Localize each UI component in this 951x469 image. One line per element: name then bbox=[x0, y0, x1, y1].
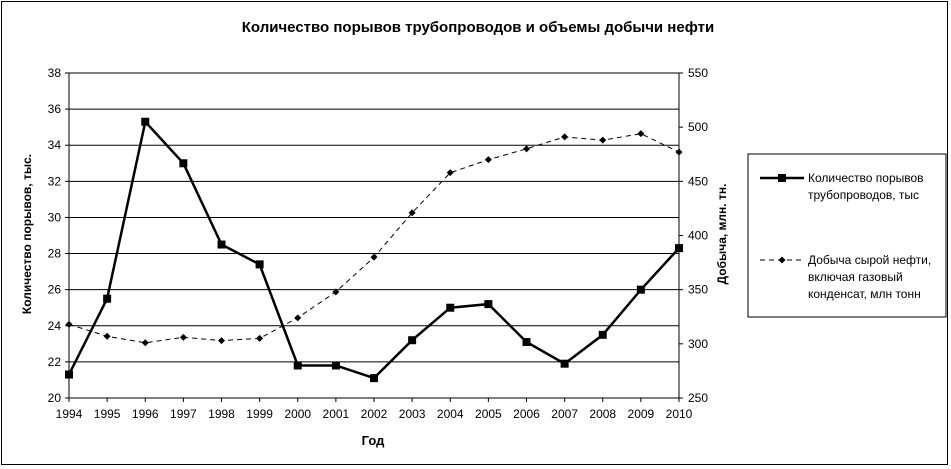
data-point bbox=[598, 330, 607, 339]
x-tick-label: 2010 bbox=[666, 407, 693, 421]
data-point bbox=[446, 169, 454, 177]
series-2 bbox=[65, 130, 683, 347]
legend-label: трубопроводов, тыс bbox=[808, 188, 919, 202]
data-point bbox=[256, 334, 264, 342]
chart-title: Количество порывов трубопроводов и объем… bbox=[242, 19, 714, 36]
legend-label: включая газовый bbox=[808, 270, 903, 284]
data-point bbox=[293, 361, 302, 370]
x-axis-ticks: 1994 1995 1996 1997 1998 1999 2000 2001 2002 2003… bbox=[56, 398, 693, 421]
data-point bbox=[218, 337, 225, 345]
series-line bbox=[68, 133, 680, 344]
x-tick-label: 2005 bbox=[475, 407, 502, 421]
x-tick-label: 2004 bbox=[437, 407, 464, 421]
left-tick-label: 24 bbox=[48, 319, 62, 333]
legend: Количество порывов трубопроводов, тыс Добы… bbox=[747, 153, 947, 318]
data-point bbox=[255, 260, 264, 269]
y-axis-label-right: Добыча, млн. тн. bbox=[715, 184, 729, 285]
left-tick-label: 38 bbox=[48, 66, 62, 80]
data-point bbox=[523, 145, 530, 153]
right-tick-label: 350 bbox=[688, 283, 708, 297]
data-point bbox=[370, 374, 378, 383]
data-point bbox=[331, 361, 340, 370]
data-point bbox=[217, 240, 226, 249]
left-axis-ticks: 20 22 24 26 28 30 32 34 36 38 bbox=[48, 66, 69, 405]
data-point bbox=[484, 300, 493, 309]
left-tick-label: 28 bbox=[48, 247, 62, 261]
right-tick-label: 550 bbox=[688, 66, 708, 80]
legend-label: Добыча сырой нефти, bbox=[808, 253, 931, 267]
data-point bbox=[370, 253, 378, 261]
data-point bbox=[637, 130, 645, 138]
x-tick-label: 1995 bbox=[94, 407, 121, 421]
right-axis-ticks: 250 300 350 400 450 500 550 bbox=[679, 66, 708, 405]
x-tick-label: 2009 bbox=[628, 407, 655, 421]
x-tick-label: 2006 bbox=[513, 407, 540, 421]
left-tick-label: 20 bbox=[48, 391, 62, 405]
data-point bbox=[560, 359, 569, 368]
legend-marker bbox=[778, 174, 786, 182]
x-tick-label: 2003 bbox=[399, 407, 426, 421]
x-tick-label: 1994 bbox=[56, 407, 83, 421]
data-point bbox=[484, 156, 492, 164]
legend-label: Количество порывов bbox=[808, 171, 924, 185]
right-tick-label: 500 bbox=[688, 120, 708, 134]
series-layer bbox=[65, 117, 683, 383]
series-line bbox=[67, 119, 680, 380]
x-tick-label: 1997 bbox=[170, 407, 197, 421]
data-point bbox=[408, 336, 417, 345]
x-tick-label: 1998 bbox=[208, 407, 235, 421]
legend-label: конденсат, млн тонн bbox=[808, 287, 921, 301]
grid-lines bbox=[69, 72, 679, 363]
right-tick-label: 250 bbox=[688, 391, 708, 405]
x-tick-label: 2001 bbox=[323, 407, 350, 421]
data-point bbox=[103, 294, 112, 303]
left-tick-label: 36 bbox=[48, 102, 62, 116]
data-point bbox=[446, 303, 455, 312]
x-tick-label: 2008 bbox=[589, 407, 616, 421]
data-point bbox=[675, 244, 683, 253]
chart-svg: Количество порывов трубопроводов и объем… bbox=[20, 19, 947, 448]
data-point bbox=[65, 320, 73, 328]
left-tick-label: 30 bbox=[48, 210, 62, 224]
legend-item-2: Добыча сырой нефти, включая газовый конден… bbox=[760, 253, 931, 301]
data-point bbox=[561, 133, 569, 141]
data-point bbox=[332, 288, 340, 296]
right-tick-label: 300 bbox=[688, 337, 708, 351]
data-point bbox=[599, 136, 607, 144]
data-point bbox=[636, 285, 645, 294]
data-point bbox=[179, 333, 187, 341]
left-tick-label: 22 bbox=[48, 355, 62, 369]
data-point bbox=[294, 314, 302, 322]
right-tick-label: 450 bbox=[688, 174, 708, 188]
data-point bbox=[65, 370, 73, 379]
axes bbox=[68, 73, 680, 399]
left-tick-label: 26 bbox=[48, 283, 62, 297]
data-point bbox=[179, 159, 188, 168]
legend-marker bbox=[778, 256, 786, 264]
y-axis-label-left: Количество порывов, тыс. bbox=[20, 154, 34, 314]
data-point bbox=[141, 117, 150, 126]
x-tick-label: 2000 bbox=[284, 407, 311, 421]
data-point bbox=[408, 209, 416, 217]
right-tick-label: 400 bbox=[688, 229, 708, 243]
x-axis-label: Год bbox=[362, 433, 385, 448]
x-tick-label: 1996 bbox=[132, 407, 159, 421]
data-point bbox=[103, 332, 111, 340]
data-point bbox=[675, 148, 683, 156]
x-tick-label: 2002 bbox=[361, 407, 388, 421]
x-tick-label: 2007 bbox=[551, 407, 578, 421]
legend-item-1: Количество порывов трубопроводов, тыс bbox=[760, 171, 924, 202]
left-tick-label: 34 bbox=[48, 138, 62, 152]
left-tick-label: 32 bbox=[48, 174, 62, 188]
data-point bbox=[141, 339, 149, 347]
series-1 bbox=[65, 117, 683, 383]
data-point bbox=[522, 338, 531, 347]
x-tick-label: 1999 bbox=[246, 407, 273, 421]
